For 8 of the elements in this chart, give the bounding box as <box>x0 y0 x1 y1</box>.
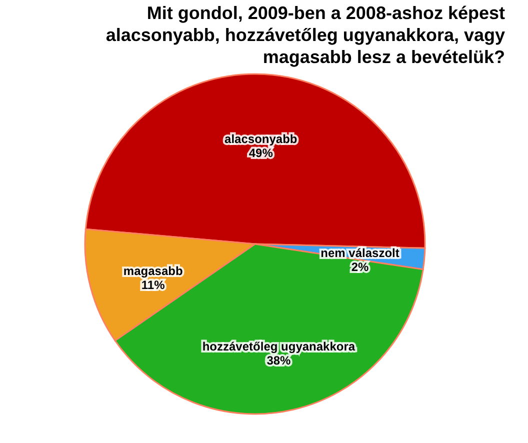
data-label: 38% <box>266 354 292 368</box>
data-label: 11% <box>141 278 166 292</box>
data-label: 49% <box>248 146 274 160</box>
slice-label: alacsonyabb <box>224 132 298 146</box>
chart-title: Mit gondol, 2009-ben a 2008-ashoz képest alacsonyabb, hozzávetőleg ugyanakkora, vagy magasabb lesz a bevételük? <box>106 3 505 67</box>
data-label: 2% <box>351 260 369 274</box>
slice-label: magasabb <box>123 264 183 278</box>
slice-label: hozzávetőleg ugyanakkora <box>202 340 356 354</box>
